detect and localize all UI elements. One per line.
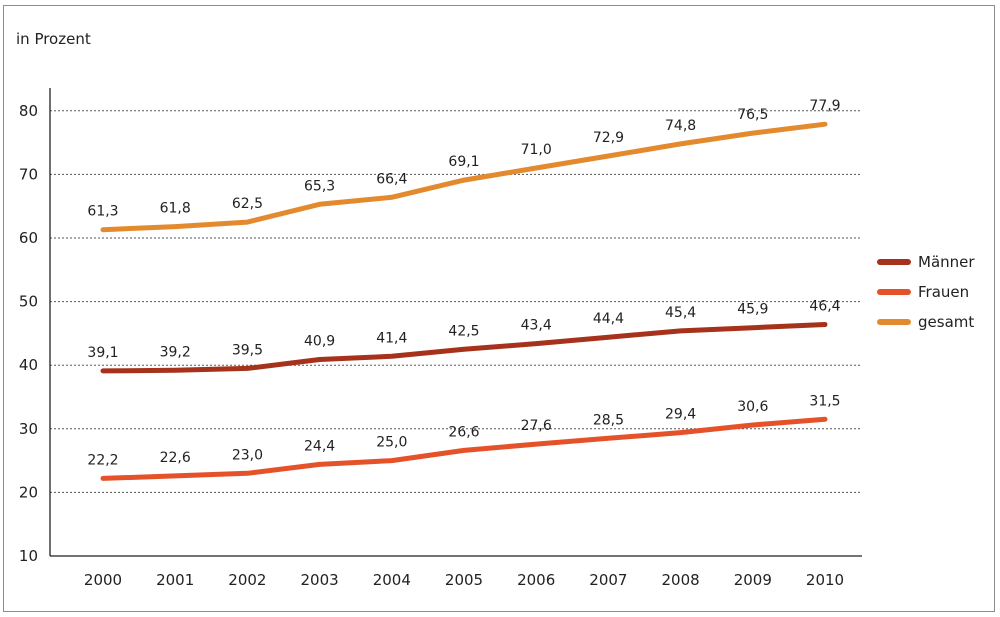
x-tick-label: 2008 bbox=[662, 571, 700, 589]
y-tick-labels: 10 20 30 40 50 60 70 80 bbox=[19, 102, 38, 565]
data-label-maenner: 46,4 bbox=[809, 298, 840, 314]
x-tick-label: 2001 bbox=[156, 571, 194, 589]
x-tick-label: 2004 bbox=[373, 571, 411, 589]
data-label-gesamt: 69,1 bbox=[448, 154, 479, 170]
y-unit-label: in Prozent bbox=[16, 30, 91, 48]
x-tick-label: 2009 bbox=[734, 571, 772, 589]
data-label-frauen: 24,4 bbox=[304, 438, 335, 454]
data-label-maenner: 45,4 bbox=[665, 305, 696, 321]
data-label-frauen: 25,0 bbox=[376, 435, 407, 451]
x-tick-label: 2006 bbox=[517, 571, 555, 589]
y-tick-label: 80 bbox=[19, 102, 38, 120]
y-tick-label: 60 bbox=[19, 229, 38, 247]
axes bbox=[49, 88, 862, 557]
data-label-frauen: 26,6 bbox=[448, 424, 479, 440]
y-tick-label: 30 bbox=[19, 420, 38, 438]
x-tick-label: 2003 bbox=[301, 571, 339, 589]
data-label-maenner: 39,5 bbox=[232, 342, 263, 358]
x-tick-label: 2007 bbox=[589, 571, 627, 589]
data-label-gesamt: 66,4 bbox=[376, 171, 407, 187]
data-label-frauen: 28,5 bbox=[593, 412, 624, 428]
x-tick-labels: 2000 2001 2002 2003 2004 2005 2006 2007 2008 2009… bbox=[84, 571, 844, 589]
data-label-frauen: 30,6 bbox=[737, 399, 768, 415]
series-line-gesamt bbox=[100, 121, 828, 233]
data-label-frauen: 23,0 bbox=[232, 447, 263, 463]
data-label-maenner: 41,4 bbox=[376, 330, 407, 346]
chart-frame bbox=[3, 5, 995, 612]
data-label-frauen: 22,2 bbox=[87, 452, 118, 468]
data-label-maenner: 45,9 bbox=[737, 302, 768, 318]
data-label-frauen: 29,4 bbox=[665, 407, 696, 423]
data-labels: 39,1 39,2 39,5 40,9 41,4 42,5 43,4 44,4 45,4 45,9… bbox=[87, 98, 840, 468]
y-tick-label: 10 bbox=[19, 547, 38, 565]
y-tick-label: 50 bbox=[19, 293, 38, 311]
data-label-frauen: 27,6 bbox=[521, 418, 552, 434]
data-label-gesamt: 65,3 bbox=[304, 178, 335, 194]
data-label-gesamt: 62,5 bbox=[232, 196, 263, 212]
y-tick-label: 40 bbox=[19, 356, 38, 374]
legend-label-maenner: Männer bbox=[918, 253, 975, 271]
data-label-gesamt: 61,3 bbox=[87, 204, 118, 220]
x-tick-label: 2010 bbox=[806, 571, 844, 589]
legend: Männer Frauen gesamt bbox=[877, 253, 975, 331]
data-label-gesamt: 74,8 bbox=[665, 118, 696, 134]
x-tick-label: 2000 bbox=[84, 571, 122, 589]
data-label-gesamt: 71,0 bbox=[521, 142, 552, 158]
series-lines bbox=[100, 121, 828, 481]
data-label-gesamt: 61,8 bbox=[160, 201, 191, 217]
legend-label-frauen: Frauen bbox=[918, 283, 969, 301]
y-tick-label: 20 bbox=[19, 483, 38, 501]
data-label-frauen: 31,5 bbox=[809, 393, 840, 409]
legend-label-gesamt: gesamt bbox=[918, 313, 974, 331]
data-label-maenner: 44,4 bbox=[593, 311, 624, 327]
data-label-maenner: 43,4 bbox=[521, 318, 552, 334]
data-label-gesamt: 72,9 bbox=[593, 130, 624, 146]
y-tick-label: 70 bbox=[19, 165, 38, 183]
x-tick-label: 2002 bbox=[228, 571, 266, 589]
data-label-gesamt: 76,5 bbox=[737, 107, 768, 123]
data-label-frauen: 22,6 bbox=[160, 450, 191, 466]
data-label-maenner: 40,9 bbox=[304, 333, 335, 349]
series-line-frauen bbox=[100, 416, 828, 481]
data-label-maenner: 42,5 bbox=[448, 323, 479, 339]
data-label-maenner: 39,2 bbox=[160, 344, 191, 360]
series-line-maenner bbox=[100, 322, 828, 374]
x-tick-label: 2005 bbox=[445, 571, 483, 589]
data-label-maenner: 39,1 bbox=[87, 345, 118, 361]
data-label-gesamt: 77,9 bbox=[809, 98, 840, 114]
